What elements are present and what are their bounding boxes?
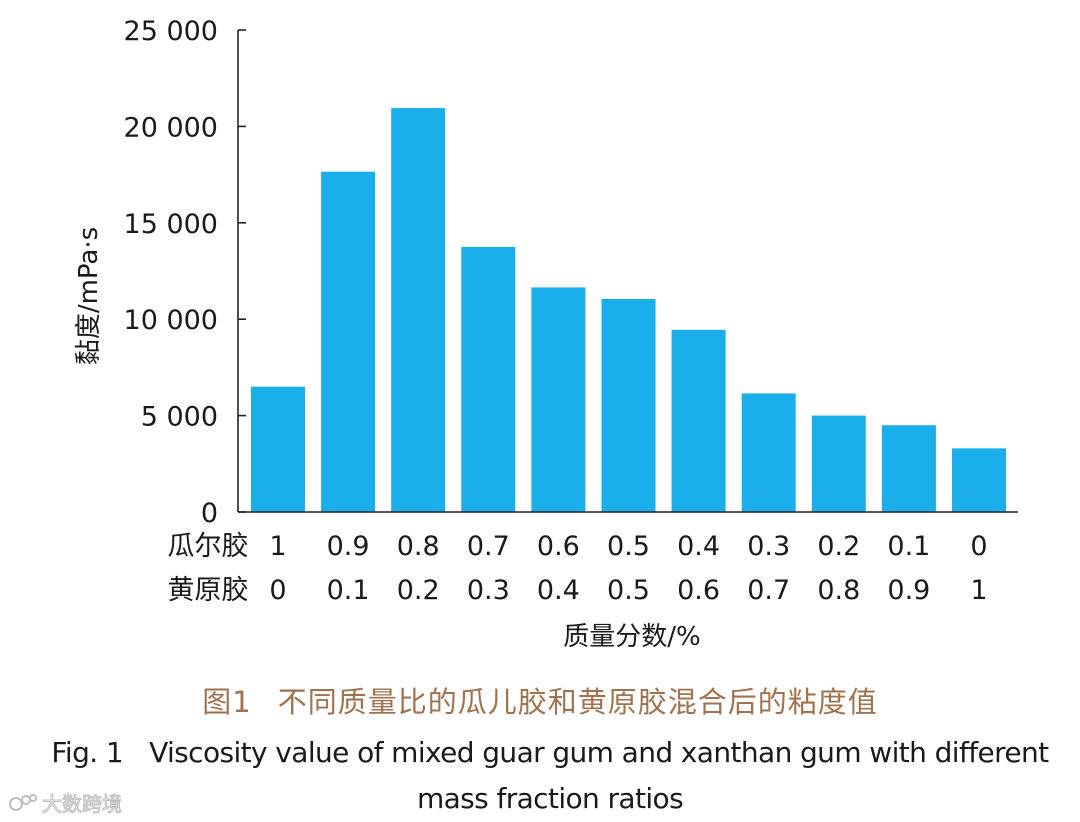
x-tick-label-guar-gum: 0.1 <box>887 531 930 562</box>
row-label-xanthan-gum: 黄原胶 <box>168 575 249 606</box>
x-tick-label-xanthan-gum: 0.1 <box>327 575 370 606</box>
bar <box>391 108 446 513</box>
x-tick-label-xanthan-gum: 0.2 <box>397 575 440 606</box>
bar <box>741 393 796 512</box>
caption-english-line-1: Fig. 1 Viscosity value of mixed guar gum … <box>30 730 1070 776</box>
bar <box>881 425 936 512</box>
bar <box>952 448 1006 512</box>
x-tick-label-guar-gum: 0.5 <box>607 531 650 562</box>
x-tick-label-xanthan-gum: 0.5 <box>607 575 650 606</box>
y-tick-label: 20 000 <box>124 112 218 143</box>
caption-english-text-1: Viscosity value of mixed guar gum and xa… <box>149 736 1049 769</box>
bar <box>601 298 656 512</box>
x-tick-label-guar-gum: 0 <box>970 531 987 562</box>
caption-english: Fig. 1 Viscosity value of mixed guar gum … <box>30 730 1070 822</box>
y-tick-label: 25 000 <box>124 16 218 47</box>
x-tick-label-xanthan-gum: 0.9 <box>887 575 930 606</box>
x-tick-label-guar-gum: 0.6 <box>537 531 580 562</box>
bar <box>321 171 376 512</box>
y-tick-label: 10 000 <box>124 305 218 336</box>
bar <box>531 287 586 512</box>
x-tick-label-guar-gum: 1 <box>269 531 286 562</box>
x-tick-label-xanthan-gum: 0.4 <box>537 575 580 606</box>
caption-chinese-figure-number: 图1 <box>202 685 252 719</box>
bars <box>251 108 1006 513</box>
caption-english-figure-number: Fig. 1 <box>51 736 124 769</box>
y-axis-title: 黏度/mPa·s <box>74 227 104 365</box>
bar <box>671 329 726 512</box>
bar <box>811 415 866 512</box>
bar <box>251 386 305 512</box>
x-tick-label-guar-gum: 0.4 <box>677 531 720 562</box>
y-tick-label: 15 000 <box>124 209 218 240</box>
row-label-guar-gum: 瓜尔胶 <box>168 531 249 562</box>
y-axis: 0 5 000 10 000 15 000 20 000 25 000 <box>124 16 246 529</box>
x-tick-label-guar-gum: 0.8 <box>397 531 440 562</box>
x-tick-label-xanthan-gum: 0.3 <box>467 575 510 606</box>
y-tick-label: 0 <box>201 498 218 529</box>
x-tick-label-guar-gum: 0.2 <box>817 531 860 562</box>
x-tick-label-guar-gum: 0.7 <box>467 531 510 562</box>
caption-english-line-2: mass fraction ratios <box>416 782 684 815</box>
x-tick-label-guar-gum: 0.3 <box>747 531 790 562</box>
x-tick-label-xanthan-gum: 1 <box>970 575 987 606</box>
x-axis-title: 质量分数/% <box>563 622 700 652</box>
x-tick-label-xanthan-gum: 0.6 <box>677 575 720 606</box>
x-tick-label-guar-gum: 0.9 <box>327 531 370 562</box>
watermark: 大数跨境 <box>8 788 123 817</box>
bar <box>461 246 516 512</box>
x-tick-label-xanthan-gum: 0.7 <box>747 575 790 606</box>
caption-chinese-text: 不同质量比的瓜儿胶和黄原胶混合后的粘度值 <box>277 685 878 719</box>
x-tick-label-xanthan-gum: 0 <box>269 575 286 606</box>
y-tick-label: 5 000 <box>141 402 218 433</box>
caption-chinese: 图1 不同质量比的瓜儿胶和黄原胶混合后的粘度值 <box>0 679 1080 721</box>
watermark-text: 大数跨境 <box>42 792 123 817</box>
logo-icon <box>9 793 37 811</box>
x-tick-label-xanthan-gum: 0.8 <box>817 575 860 606</box>
